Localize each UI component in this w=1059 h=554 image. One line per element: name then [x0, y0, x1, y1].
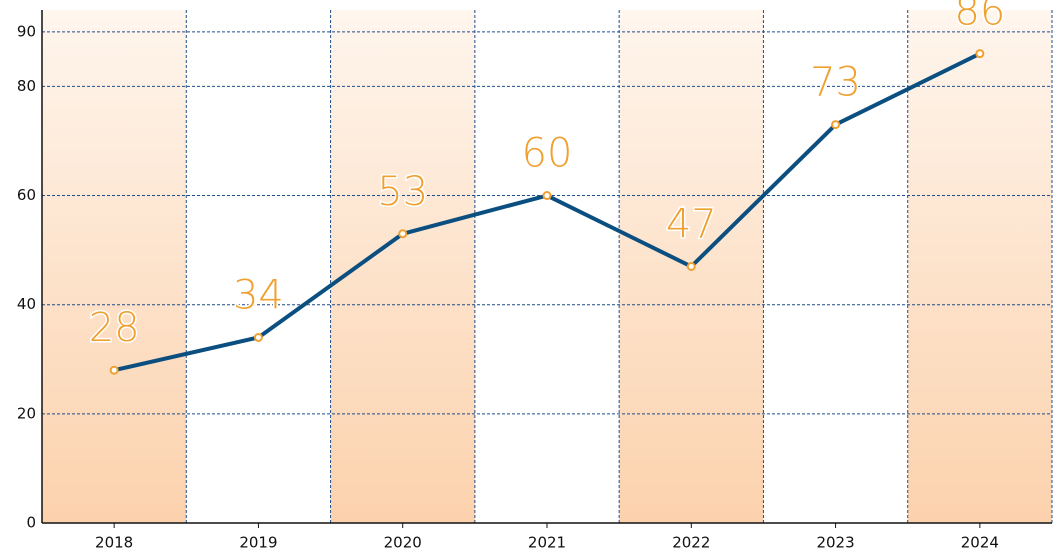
- x-tick-label: 2019: [239, 534, 277, 552]
- x-tick-label: 2018: [95, 534, 133, 552]
- marker: [831, 120, 841, 130]
- value-label: 60: [522, 131, 573, 177]
- x-tick-label: 2021: [528, 534, 566, 552]
- value-label: 73: [810, 60, 861, 106]
- y-tick-label: 80: [17, 77, 36, 95]
- marker: [686, 262, 696, 271]
- value-label: 53: [377, 169, 428, 215]
- value-label: 28: [89, 305, 140, 351]
- marker: [542, 191, 552, 201]
- marker: [253, 332, 263, 342]
- x-tick-label: 2023: [816, 534, 854, 552]
- x-tick-label: 2020: [384, 534, 422, 552]
- band: [330, 10, 475, 523]
- value-label: 47: [666, 202, 717, 248]
- value-label: 34: [233, 272, 284, 318]
- band: [907, 10, 1052, 523]
- y-tick-label: 90: [17, 22, 36, 40]
- y-tick-label: 60: [17, 186, 36, 204]
- y-tick-label: 20: [17, 404, 36, 422]
- marker: [398, 229, 408, 239]
- marker: [975, 49, 985, 59]
- value-label: 86: [954, 0, 1005, 35]
- y-tick-label: 0: [26, 514, 36, 532]
- band: [42, 10, 187, 523]
- marker: [109, 365, 119, 375]
- x-tick-label: 2022: [672, 534, 710, 552]
- y-tick-label: 40: [17, 295, 36, 313]
- x-tick-label: 2024: [961, 534, 999, 552]
